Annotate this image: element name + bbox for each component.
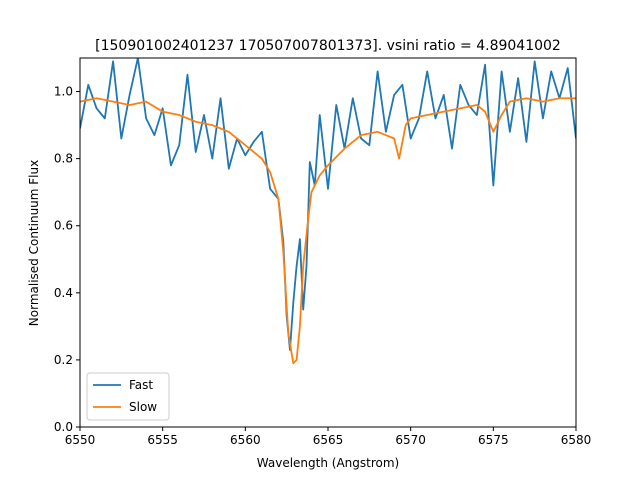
axes-layer: 6550 6555 6560 6565 6570 6575 6580 0.0 0.2 0.4 0.6…: [54, 57, 592, 447]
chart-title: [150901002401237 170507007801373]. vsini…: [95, 38, 561, 54]
legend-label-fast: Fast: [129, 378, 153, 392]
series-line-slow: [80, 97, 576, 365]
series-layer: [80, 58, 576, 365]
x-tick-label: 6565: [313, 433, 344, 447]
x-tick-label: 6570: [395, 433, 426, 447]
y-tick-label: 0.8: [54, 152, 73, 166]
y-axis-label: Normalised Continuum Flux: [27, 160, 41, 326]
x-axis-label: Wavelength (Angstrom): [257, 456, 399, 470]
x-tick-label: 6550: [65, 433, 96, 447]
y-tick-label: 0.6: [54, 219, 73, 233]
legend: Fast Slow: [86, 372, 170, 421]
y-tick-label: 0.2: [54, 353, 73, 367]
x-tick-label: 6575: [478, 433, 509, 447]
x-tick-label: 6560: [230, 433, 261, 447]
y-tick-label: 0.4: [54, 286, 73, 300]
series-line-fast: [80, 58, 576, 351]
x-tick-label: 6555: [147, 433, 178, 447]
y-tick-label: 0.0: [54, 420, 73, 434]
legend-label-slow: Slow: [129, 400, 157, 414]
x-tick-label: 6580: [561, 433, 592, 447]
y-tick-label: 1.0: [54, 85, 73, 99]
